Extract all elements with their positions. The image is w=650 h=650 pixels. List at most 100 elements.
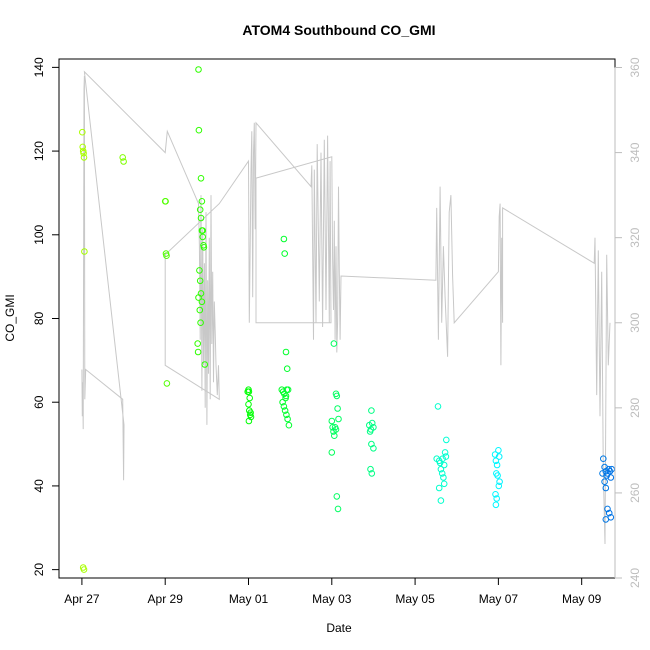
data-point: [283, 365, 291, 373]
y-right-tick-label: 360: [628, 57, 642, 77]
data-point: [495, 453, 503, 460]
y-right-tick-label: 280: [628, 398, 642, 418]
x-tick-label: May 05: [395, 592, 435, 606]
data-point: [199, 227, 206, 234]
data-point: [604, 505, 611, 513]
data-point: [284, 386, 292, 394]
y-tick-label: 60: [32, 395, 46, 409]
y-tick-label: 100: [32, 224, 46, 244]
y-axis-right: 240 260 280 300 320 340 360: [614, 57, 642, 588]
data-point: [437, 465, 445, 473]
data-point: [79, 128, 86, 136]
y-right-tick-label: 320: [628, 227, 642, 247]
x-tick-label: May 01: [229, 592, 269, 606]
data-point: [602, 516, 610, 523]
data-point: [495, 482, 503, 490]
data-point: [199, 233, 206, 241]
chart-title: ATOM4 Southbound CO_GMI: [242, 22, 435, 38]
data-point: [440, 480, 448, 488]
y-tick-label: 80: [32, 312, 46, 326]
data-point: [494, 472, 501, 479]
data-point: [493, 461, 501, 469]
series-points-group: [79, 66, 616, 573]
data-point: [279, 398, 286, 406]
data-point: [281, 250, 289, 257]
data-point: [284, 415, 291, 423]
data-point: [441, 449, 449, 456]
data-point: [196, 267, 203, 274]
data-point: [492, 491, 499, 498]
data-point: [495, 447, 502, 454]
series-line-group: [81, 70, 611, 545]
data-point: [329, 424, 336, 431]
data-point: [79, 143, 86, 151]
data-point: [194, 348, 202, 356]
data-point: [335, 415, 342, 423]
x-tick-label: Apr 29: [148, 592, 184, 606]
data-point: [600, 455, 607, 463]
data-point: [196, 206, 204, 213]
data-point: [330, 340, 338, 347]
data-point: [492, 501, 500, 509]
data-point: [119, 154, 126, 161]
data-point: [333, 493, 341, 500]
data-point: [197, 214, 205, 222]
y-right-tick-label: 260: [628, 483, 642, 503]
data-point: [247, 409, 254, 417]
data-point: [80, 566, 88, 573]
x-tick-label: May 09: [562, 592, 602, 606]
data-point: [607, 474, 615, 481]
data-point: [120, 158, 127, 165]
data-point: [246, 394, 253, 402]
data-point: [198, 198, 206, 205]
data-point: [331, 432, 338, 440]
data-point: [333, 392, 341, 400]
data-point: [245, 401, 252, 408]
y-right-tick-label: 300: [628, 312, 642, 332]
y-tick-label: 20: [32, 563, 46, 577]
data-point: [434, 403, 442, 410]
y-axis-label: CO_GMI: [3, 294, 17, 341]
data-point: [80, 154, 88, 161]
y-right-tick-label: 340: [628, 142, 642, 162]
data-point: [368, 470, 376, 477]
x-tick-label: May 03: [312, 592, 352, 606]
data-point: [366, 421, 373, 429]
data-point: [195, 294, 202, 301]
data-point: [162, 198, 169, 205]
data-point: [280, 403, 288, 410]
series-line: [81, 70, 611, 545]
data-point: [492, 457, 500, 465]
data-point: [285, 421, 293, 429]
y-tick-label: 120: [32, 141, 46, 161]
data-point: [282, 348, 290, 356]
data-point: [163, 380, 171, 387]
data-point: [281, 407, 289, 414]
data-point: [280, 235, 288, 243]
data-point: [601, 478, 608, 486]
data-point: [367, 426, 375, 433]
x-axis: Apr 27 Apr 29 May 01 May 03 May 05 May 07 May …: [64, 577, 602, 606]
data-point: [282, 392, 290, 400]
data-point: [328, 449, 336, 456]
y-axis: 20 40 60 80 100 120 140: [32, 57, 60, 577]
data-point: [247, 413, 255, 421]
data-point: [201, 361, 209, 368]
data-point: [367, 465, 374, 473]
data-point: [599, 470, 606, 477]
data-point: [196, 306, 204, 314]
x-tick-label: Apr 27: [64, 592, 100, 606]
data-point: [196, 277, 204, 285]
data-point: [80, 149, 87, 157]
data-point: [195, 66, 202, 73]
data-point: [440, 474, 447, 481]
data-point: [440, 461, 448, 469]
data-point: [198, 298, 206, 306]
data-point: [437, 497, 445, 504]
data-point: [283, 411, 290, 419]
data-point: [606, 468, 614, 475]
data-point: [81, 248, 88, 255]
data-point: [200, 244, 208, 251]
data-point: [244, 388, 251, 396]
